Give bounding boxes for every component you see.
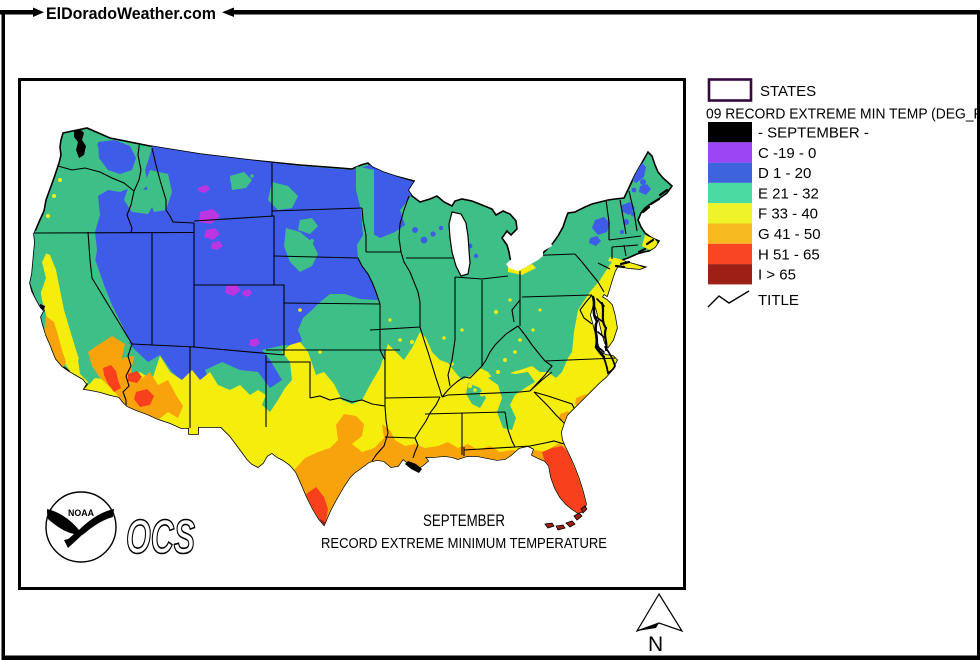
svg-text:- SEPTEMBER -: - SEPTEMBER - (758, 125, 869, 142)
svg-text:H 51 - 65: H 51 - 65 (758, 246, 820, 263)
svg-text:N: N (648, 633, 663, 656)
svg-text:G 41 - 50: G 41 - 50 (758, 226, 821, 243)
svg-text:RECORD EXTREME MINIMUM TEMPERA: RECORD EXTREME MINIMUM TEMPERATURE (321, 535, 607, 552)
svg-text:SEPTEMBER: SEPTEMBER (423, 512, 505, 530)
svg-text:NOAA: NOAA (68, 508, 94, 519)
svg-text:I > 65: I > 65 (758, 267, 796, 284)
svg-text:TITLE: TITLE (758, 292, 799, 309)
svg-text:ElDoradoWeather.com: ElDoradoWeather.com (46, 4, 216, 23)
svg-text:09 RECORD EXTREME MIN TEMP (DE: 09 RECORD EXTREME MIN TEMP (DEG_F (706, 106, 980, 123)
svg-text:D 1 - 20: D 1 - 20 (758, 165, 811, 182)
svg-text:E 21 - 32: E 21 - 32 (758, 185, 819, 202)
svg-text:F 33 - 40: F 33 - 40 (758, 206, 818, 223)
svg-text:OCS: OCS (126, 511, 195, 564)
svg-text:C -19 - 0: C -19 - 0 (758, 145, 816, 162)
svg-text:STATES: STATES (760, 83, 816, 100)
